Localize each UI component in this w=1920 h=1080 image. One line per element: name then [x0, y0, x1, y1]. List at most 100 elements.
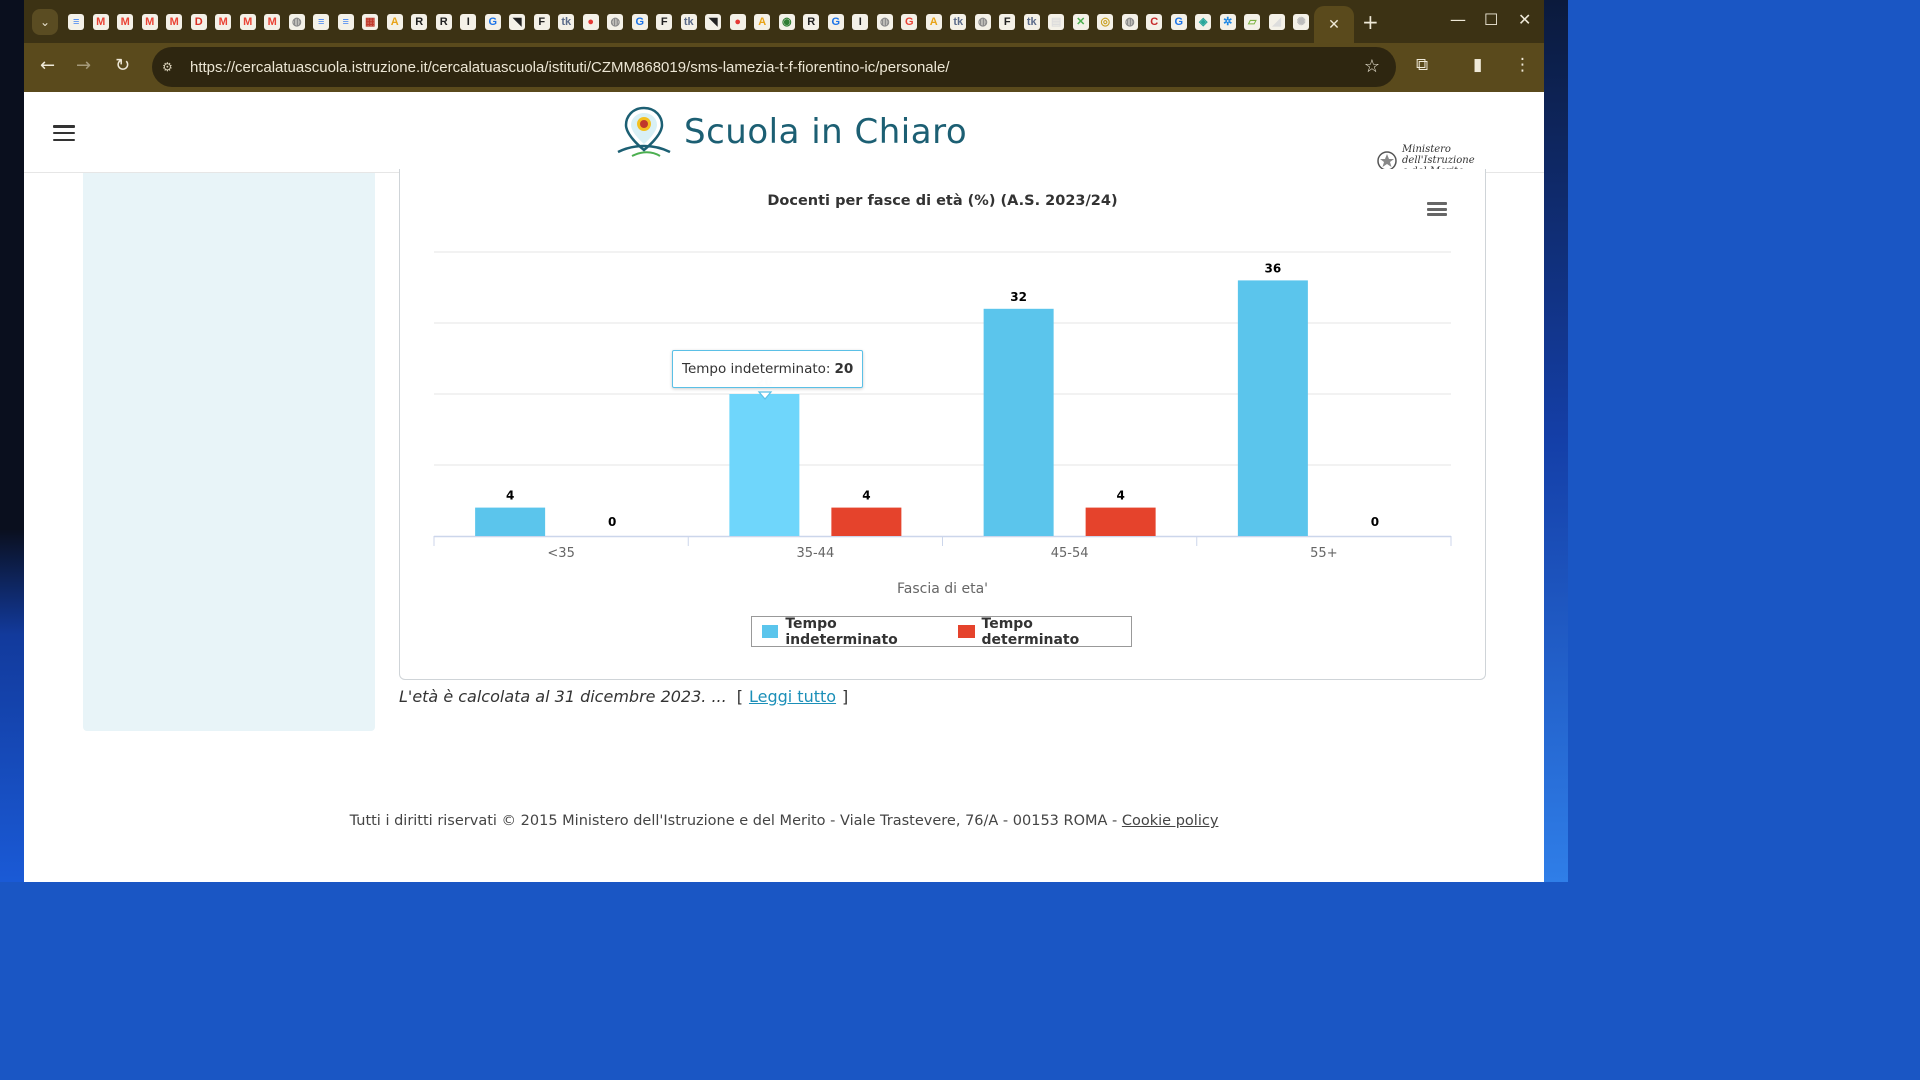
tab-favicon-icon[interactable]: M	[264, 13, 281, 30]
tab-favicon-icon[interactable]: M	[117, 13, 134, 30]
tab-favicon-icon[interactable]: ≡	[337, 13, 354, 30]
tab-favicon-icon[interactable]: ◍	[288, 13, 305, 30]
read-more-link[interactable]: Leggi tutto	[748, 687, 837, 706]
data-label: 4	[862, 489, 870, 503]
tab-favicon-icon[interactable]: ◎	[1097, 13, 1114, 30]
tab-favicon-icon[interactable]: G	[1170, 13, 1187, 30]
extensions-icon[interactable]: ⧉	[1416, 55, 1429, 75]
tab-favicon-icon[interactable]: ▱	[1244, 13, 1261, 30]
tab-favicon-icon[interactable]: R	[435, 13, 452, 30]
tab-favicon-icon[interactable]: G	[827, 13, 844, 30]
desktop-background-right	[1544, 0, 1568, 882]
tab-favicon-icon[interactable]: ◥	[705, 13, 722, 30]
desktop-background-left	[0, 0, 24, 882]
tab-favicon-icon[interactable]: tk	[950, 13, 967, 30]
chevron-down-icon: ⌄	[39, 14, 51, 29]
footer: Tutti i diritti riservati © 2015 Ministe…	[24, 813, 1544, 829]
tooltip-value: 20	[834, 361, 854, 377]
tab-favicon-icon[interactable]: ◈	[1195, 13, 1212, 30]
tab-favicon-icon[interactable]: F	[999, 13, 1016, 30]
tab-favicon-icon[interactable]: I	[852, 13, 869, 30]
address-bar[interactable]: ⚙ https://cercalatuascuola.istruzione.it…	[152, 47, 1396, 87]
x-tick-label: 45-54	[1051, 546, 1089, 561]
tab-favicon-icon[interactable]: ◍	[876, 13, 893, 30]
tab-favicon-icon[interactable]: R	[411, 13, 428, 30]
back-icon[interactable]: ←	[40, 55, 56, 76]
minimize-icon[interactable]: —	[1450, 10, 1466, 29]
tab-favicon-icon[interactable]: F	[656, 13, 673, 30]
tab-favicon-icon[interactable]: ◍	[974, 13, 991, 30]
tab-favicon-icon[interactable]: A	[386, 13, 403, 30]
tab-favicon-icon[interactable]: ◢	[1268, 13, 1285, 30]
tab-favicon-icon[interactable]: G	[631, 13, 648, 30]
tab-favicon-icon[interactable]: ✕	[1072, 13, 1089, 30]
tab-favicon-icon[interactable]: M	[239, 13, 256, 30]
tab-favicon-icon[interactable]: tk	[1023, 13, 1040, 30]
tab-favicon-icon[interactable]: R	[803, 13, 820, 30]
tab-favicon-icon[interactable]: ◍	[607, 13, 624, 30]
note-open-bracket: [	[736, 687, 743, 706]
chart-bar	[983, 308, 1054, 536]
tab-favicon-icon[interactable]: ◥	[509, 13, 526, 30]
url-text[interactable]: https://cercalatuascuola.istruzione.it/c…	[190, 58, 950, 76]
tab-favicon-icon[interactable]: ▦	[362, 13, 379, 30]
tab-favicon-icon[interactable]: ▤	[1048, 13, 1065, 30]
tab-favicon-icon[interactable]: A	[925, 13, 942, 30]
tab-favicon-icon[interactable]: F	[533, 13, 550, 30]
reload-icon[interactable]: ↻	[115, 55, 131, 76]
close-tab-icon[interactable]: ✕	[1328, 16, 1340, 33]
tooltip-label: Tempo indeterminato:	[682, 361, 831, 377]
x-axis-title: Fascia di eta'	[897, 581, 988, 597]
hamburger-menu-icon[interactable]	[53, 125, 75, 141]
tab-favicon-icon[interactable]: D	[190, 13, 207, 30]
tab-favicon-icon[interactable]: ●	[729, 13, 746, 30]
site-logo[interactable]: Scuola in Chiaro	[614, 104, 967, 160]
data-label: 32	[1010, 290, 1027, 304]
chart-bar	[1237, 280, 1308, 536]
x-tick-label: <35	[547, 546, 574, 561]
tab-favicon-icon[interactable]: ✺	[1293, 13, 1310, 30]
maximize-icon[interactable]: ☐	[1484, 10, 1499, 29]
bookmark-star-icon[interactable]: ☆	[1363, 56, 1380, 77]
tab-favicon-icon[interactable]: tk	[558, 13, 575, 30]
tab-favicon-icon[interactable]: tk	[680, 13, 697, 30]
footer-text: Tutti i diritti riservati © 2015 Ministe…	[349, 813, 1118, 829]
forward-icon[interactable]: →	[76, 55, 92, 76]
legend-item-tempo-indeterminato[interactable]: Tempo indeterminato	[762, 616, 938, 648]
data-label: 4	[1116, 489, 1124, 503]
tab-favicon-icon[interactable]: G	[901, 13, 918, 30]
tab-favicon-icon[interactable]: ◉	[778, 13, 795, 30]
tab-favicon-icon[interactable]: ●	[582, 13, 599, 30]
side-panel-icon[interactable]: ▮	[1473, 55, 1483, 75]
tab-favicon-icon[interactable]: A	[754, 13, 771, 30]
legend-item-tempo-determinato[interactable]: Tempo determinato	[958, 616, 1121, 648]
active-tab[interactable]: ✕	[1314, 6, 1354, 43]
chart-bar	[1085, 507, 1156, 536]
tab-favicon-icon[interactable]: ≡	[313, 13, 330, 30]
data-label: 4	[506, 489, 514, 503]
tab-favicon-icon[interactable]: G	[484, 13, 501, 30]
tab-favicon-icon[interactable]: ≡	[68, 13, 85, 30]
cookie-policy-link[interactable]: Cookie policy	[1121, 813, 1219, 829]
new-tab-button[interactable]: +	[1362, 10, 1379, 34]
chart-tooltip: Tempo indeterminato: 20	[672, 350, 864, 388]
tab-search-button[interactable]: ⌄	[32, 8, 58, 35]
tab-favicon-icon[interactable]: M	[166, 13, 183, 30]
chart-bar	[475, 507, 546, 536]
legend-label: Tempo determinato	[981, 615, 1080, 648]
tab-favicon-icon[interactable]: ◍	[1121, 13, 1138, 30]
site-info-icon[interactable]: ⚙	[162, 60, 173, 74]
chart-card: Docenti per fasce di età (%) (A.S. 2023/…	[399, 169, 1486, 680]
site-title: Scuola in Chiaro	[684, 112, 968, 152]
tab-favicon-icon[interactable]: ✲	[1219, 13, 1236, 30]
tab-favicon-icon[interactable]: M	[141, 13, 158, 30]
tab-favicon-icon[interactable]: C	[1146, 13, 1163, 30]
tab-favicon-icon[interactable]: I	[460, 13, 477, 30]
close-window-icon[interactable]: ✕	[1518, 10, 1532, 29]
tab-favicon-icon[interactable]: M	[215, 13, 232, 30]
chart-bar	[831, 507, 902, 536]
tab-favicon-icon[interactable]: M	[92, 13, 109, 30]
data-label: 36	[1265, 261, 1282, 275]
chart-export-menu-icon[interactable]	[1427, 202, 1447, 216]
browser-menu-icon[interactable]: ⋮	[1514, 55, 1531, 75]
